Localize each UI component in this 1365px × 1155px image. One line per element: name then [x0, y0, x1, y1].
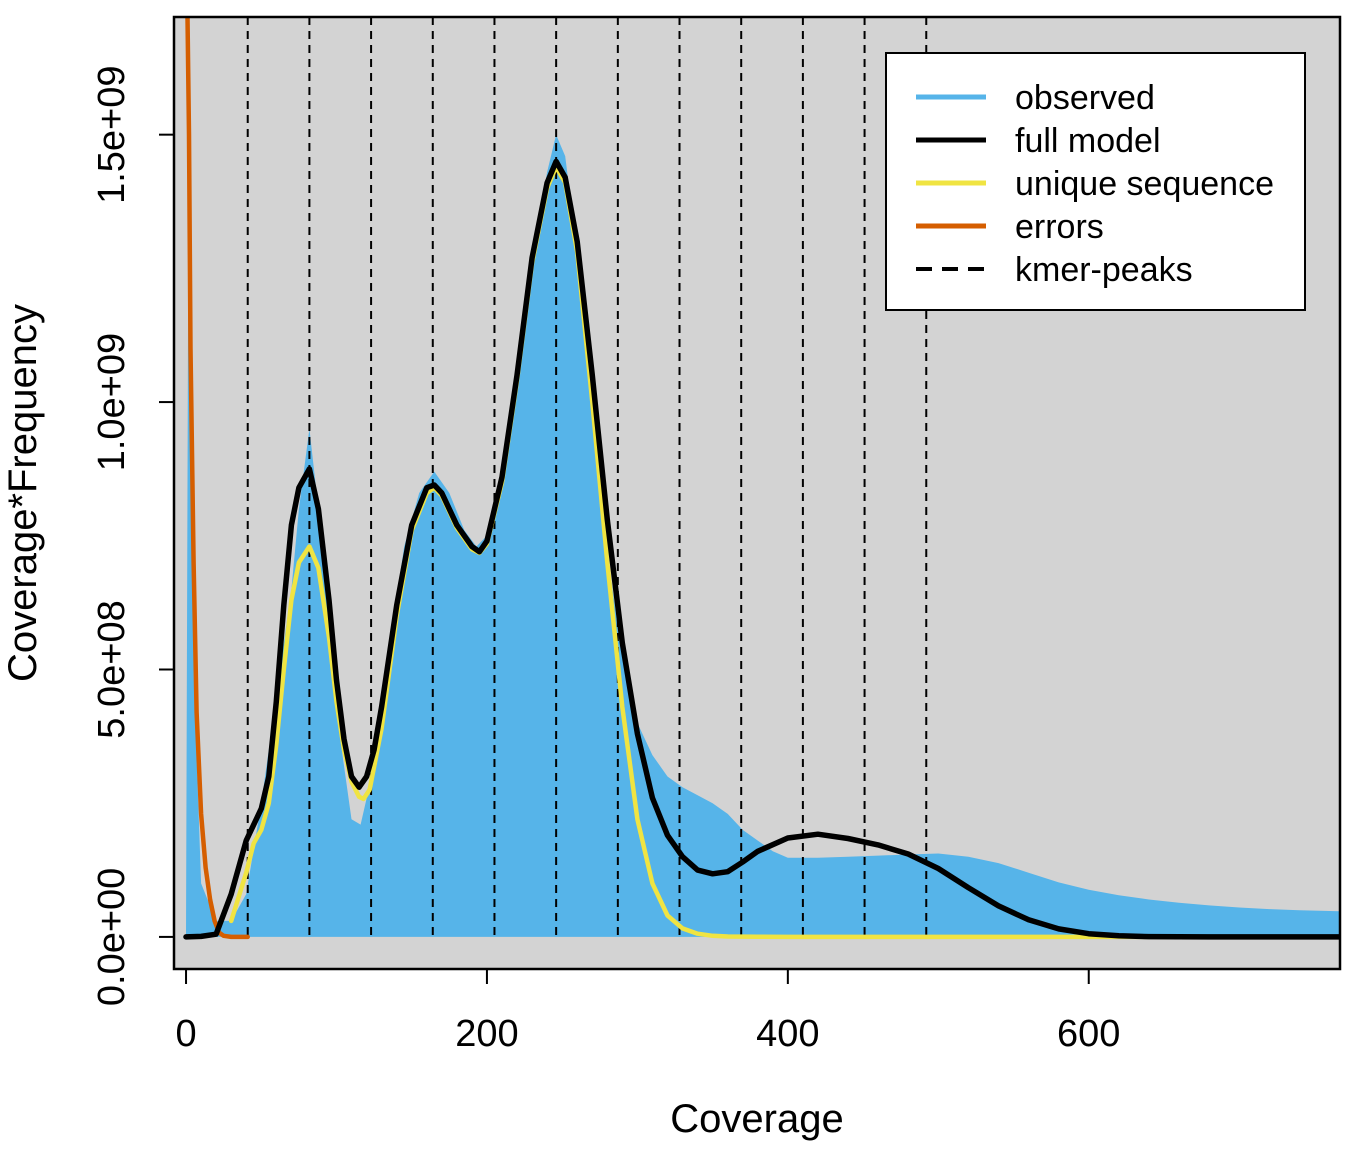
series-observed-area	[186, 27, 1340, 937]
y-tick-label: 0.0e+00	[91, 868, 133, 1006]
y-tick-label: 1.5e+09	[91, 65, 133, 203]
x-axis: 0 200 400 600	[175, 968, 1120, 1055]
y-axis: 0.0e+00 5.0e+08 1.0e+09 1.5e+09	[91, 65, 175, 1006]
x-tick-label: 200	[455, 1013, 518, 1055]
plot-area	[183, 17, 1340, 940]
series-errors-line	[185, 17, 250, 940]
series-full-model-line	[183, 158, 1340, 940]
y-tick-label: 5.0e+08	[91, 600, 133, 738]
legend-label: full model	[1015, 122, 1161, 160]
x-tick-label: 0	[175, 1013, 196, 1055]
x-tick-label: 600	[1057, 1013, 1120, 1055]
x-axis-title: Coverage	[670, 1097, 843, 1141]
y-tick-label: 1.0e+09	[91, 333, 133, 471]
legend: observed full model unique sequence errors k…	[885, 52, 1306, 311]
y-axis-title: Coverage*Frequency	[1, 304, 45, 682]
legend-label: unique sequence	[1015, 165, 1274, 203]
legend-label: errors	[1015, 208, 1104, 246]
legend-label: kmer-peaks	[1015, 251, 1193, 289]
legend-label: observed	[1015, 79, 1155, 117]
x-tick-label: 400	[756, 1013, 819, 1055]
